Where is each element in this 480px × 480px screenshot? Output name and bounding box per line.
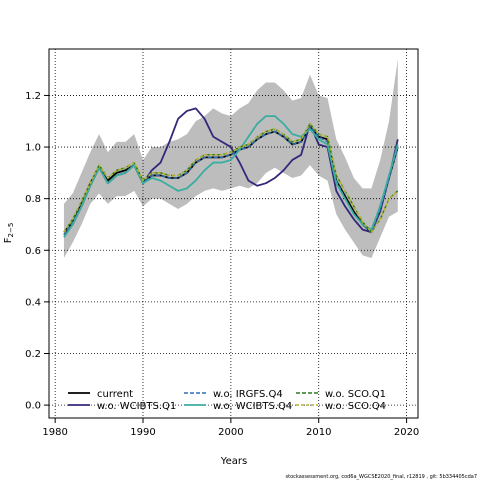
- legend-label-0: current: [97, 389, 133, 400]
- y-axis-title-main: F: [3, 237, 14, 243]
- x-tick-label-2000: 2000: [218, 427, 243, 438]
- series-line-3: [63, 115, 399, 238]
- legend-label-1: w.o. WCIBTS.Q1: [97, 401, 176, 412]
- legend-label-4: w.o. SCO.Q1: [325, 389, 386, 400]
- y-tick-label-0: 0.0: [25, 401, 41, 412]
- series-line-0: [63, 125, 399, 234]
- credit-text: stockassessment.org, cod6a_WGCSE2020_fin…: [286, 474, 477, 480]
- y-tick-label-5: 1.0: [25, 143, 41, 154]
- y-tick-label-4: 0.8: [25, 194, 41, 205]
- x-tick-label-2010: 2010: [306, 427, 331, 438]
- legend-label-2: w.o. IRGFS.Q4: [213, 389, 283, 400]
- y-axis-title-sub: 2−5: [7, 223, 15, 238]
- y-axis-title: F2−5: [3, 223, 15, 244]
- ticks-layer: 1980 1990 2000 2010 2020 0.0 0.2 0.4 0.6 0.8 1.0 1.…: [25, 91, 419, 438]
- x-axis-title: Years: [220, 456, 247, 467]
- x-tick-label-1980: 1980: [42, 427, 67, 438]
- plot-frame: [48, 48, 419, 419]
- series-line-5: [63, 123, 399, 233]
- y-tick-label-3: 0.6: [25, 246, 41, 257]
- y-tick-label-6: 1.2: [25, 91, 41, 102]
- series-layer: [63, 107, 399, 238]
- legend-label-5: w.o. SCO.Q4: [325, 401, 386, 412]
- x-tick-label-1990: 1990: [130, 427, 155, 438]
- legend-label-3: w.o. WCIBTS.Q4: [213, 401, 292, 412]
- y-tick-label-2: 0.4: [25, 297, 41, 308]
- y-tick-label-1: 0.2: [25, 349, 41, 360]
- x-tick-label-2020: 2020: [394, 427, 419, 438]
